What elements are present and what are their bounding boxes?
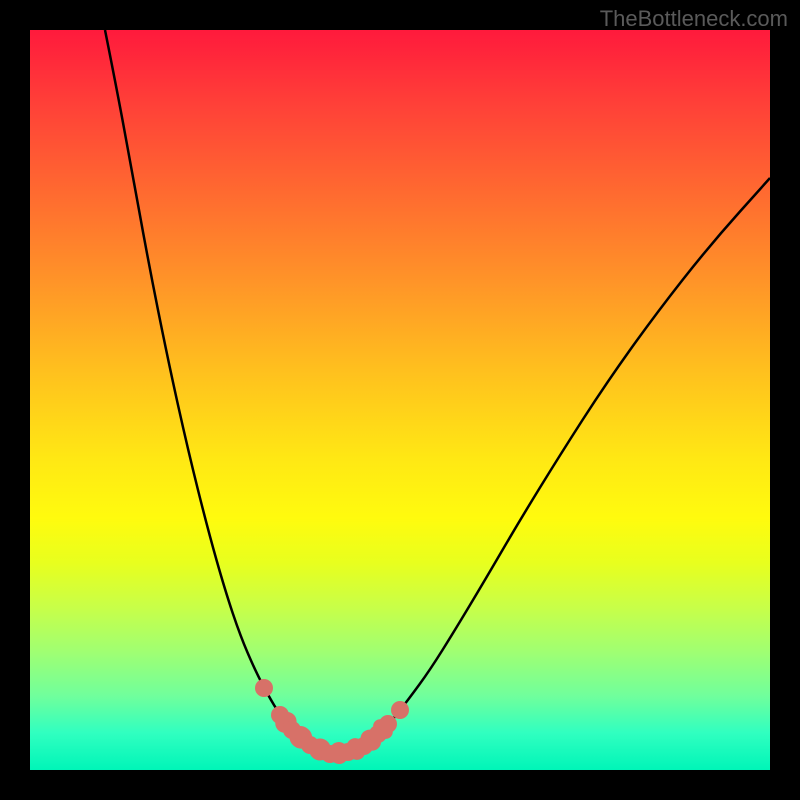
- chart-container: TheBottleneck.com: [0, 0, 800, 800]
- highlight-marker: [283, 721, 301, 739]
- highlight-marker: [321, 745, 339, 763]
- highlight-marker: [255, 679, 273, 697]
- highlight-marker: [301, 736, 319, 754]
- highlight-marker: [391, 701, 409, 719]
- watermark-text: TheBottleneck.com: [600, 6, 788, 32]
- highlight-marker: [271, 706, 289, 724]
- plot-area: [30, 30, 770, 770]
- highlight-marker: [379, 715, 397, 733]
- curve-path: [105, 30, 770, 755]
- bottleneck-curve: [30, 30, 770, 770]
